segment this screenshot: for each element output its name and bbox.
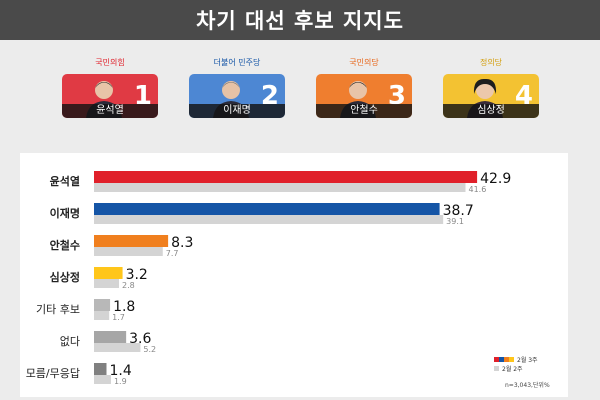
category-label: 모름/무응답 xyxy=(26,367,80,380)
candidate-cards: 국민의힘 1 윤석열 더불어 민주당 2 이재명 국민의당 xyxy=(0,56,600,126)
chart-title: 차기 대선 후보 지지도 xyxy=(0,0,600,40)
bar-current xyxy=(94,331,127,343)
category-label: 기타 후보 xyxy=(36,303,80,316)
value-label-previous: 7.7 xyxy=(166,249,179,258)
candidate-number: 3 xyxy=(387,81,406,111)
value-label-previous: 5.2 xyxy=(143,345,156,354)
bar-previous xyxy=(94,343,141,352)
party-name: 정의당 xyxy=(479,58,503,67)
chart-panel: 윤석열 42.9 41.6 이재명 38.7 39.1 안철수 8.3 7.7 심상정 3.2 2.8… xyxy=(20,153,568,397)
value-label-previous: 1.7 xyxy=(112,313,125,322)
bar-current xyxy=(94,235,169,247)
legend-swatch xyxy=(509,357,514,362)
candidate-photo: 2 이재명 xyxy=(189,74,285,118)
value-label-previous: 2.8 xyxy=(122,281,135,290)
candidate-name: 윤석열 xyxy=(62,104,158,118)
sample-note: n=3,043,단위% xyxy=(505,382,550,389)
bar-previous xyxy=(94,311,110,320)
value-label-current: 1.8 xyxy=(113,299,135,315)
value-label-current: 8.3 xyxy=(171,235,193,251)
bar-current xyxy=(94,171,478,183)
bar-current xyxy=(94,267,123,279)
legend-swatch-current xyxy=(494,357,514,362)
bar-previous xyxy=(94,183,466,192)
candidate-card-2: 더불어 민주당 2 이재명 xyxy=(187,56,287,126)
bar-previous xyxy=(94,279,120,288)
legend-label: 2월 3주 xyxy=(517,357,538,364)
category-label: 윤석열 xyxy=(50,174,80,188)
category-label: 안철수 xyxy=(50,238,80,252)
bar-current xyxy=(94,363,107,375)
candidate-number: 2 xyxy=(260,81,279,111)
candidate-name: 심상정 xyxy=(443,104,539,118)
value-label-previous: 39.1 xyxy=(446,217,464,226)
legend-swatch xyxy=(499,357,504,362)
value-label-current: 42.9 xyxy=(480,171,511,187)
legend: 2월 3주 2월 2주 xyxy=(494,355,538,373)
value-label-previous: 1.9 xyxy=(114,377,127,386)
candidate-number: 4 xyxy=(514,81,533,111)
value-label-current: 3.2 xyxy=(126,267,148,283)
bar-current xyxy=(94,299,111,311)
bar-previous xyxy=(94,375,111,384)
candidate-number: 1 xyxy=(133,81,152,111)
legend-item-current: 2월 3주 xyxy=(494,355,538,364)
category-label: 이재명 xyxy=(50,206,80,220)
value-label-current: 1.4 xyxy=(110,363,132,379)
category-label: 없다 xyxy=(60,335,80,348)
candidate-card-1: 국민의힘 1 윤석열 xyxy=(60,56,160,126)
legend-label: 2월 2주 xyxy=(502,366,523,373)
value-label-current: 38.7 xyxy=(443,203,474,219)
candidate-name: 안철수 xyxy=(316,104,412,118)
legend-swatch-previous xyxy=(494,366,499,371)
bar-chart: 윤석열 42.941.6 이재명 38.739.1 안철수 8.37.7 심상정 3.22.8… xyxy=(26,171,511,386)
legend-swatch xyxy=(504,357,509,362)
candidate-name: 이재명 xyxy=(189,104,285,118)
legend-item-previous: 2월 2주 xyxy=(494,364,538,373)
candidate-card-3: 국민의당 3 안철수 xyxy=(314,56,414,126)
bar-current xyxy=(94,203,440,215)
candidate-photo: 3 안철수 xyxy=(316,74,412,118)
value-label-current: 3.6 xyxy=(129,331,151,347)
bar-previous xyxy=(94,247,163,256)
legend-swatch xyxy=(494,357,499,362)
bar-previous xyxy=(94,215,444,224)
party-name: 국민의힘 xyxy=(95,58,125,67)
party-name: 국민의당 xyxy=(349,58,379,67)
candidate-card-4: 정의당 4 심상정 xyxy=(441,56,541,126)
category-label: 심상정 xyxy=(50,270,80,284)
value-label-previous: 41.6 xyxy=(468,185,486,194)
candidate-photo: 1 윤석열 xyxy=(62,74,158,118)
party-name: 더불어 민주당 xyxy=(213,58,261,67)
candidate-photo: 4 심상정 xyxy=(443,74,539,118)
